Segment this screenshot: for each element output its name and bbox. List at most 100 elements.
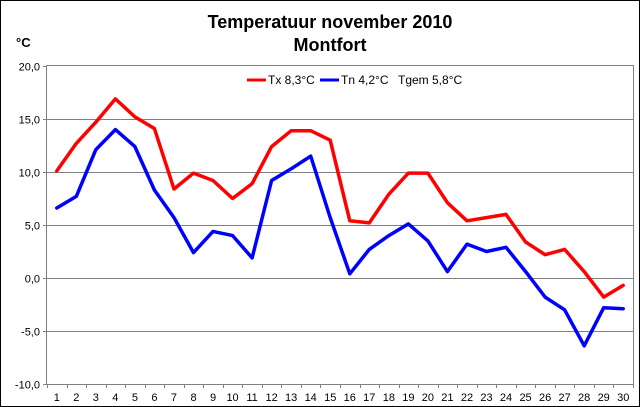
data-point-tx — [251, 182, 254, 185]
data-point-tx — [583, 270, 586, 273]
data-point-tx — [192, 172, 195, 175]
data-point-tn — [192, 251, 195, 254]
data-point-tx — [426, 172, 429, 175]
data-point-tx — [55, 169, 58, 172]
data-point-tx — [231, 197, 234, 200]
y-axis-unit-label: °C — [16, 35, 31, 50]
data-point-tx — [75, 142, 78, 145]
x-tick-label: 15 — [324, 392, 336, 404]
data-point-tx — [505, 213, 508, 216]
chart-title-line-1: Temperatuur november 2010 — [208, 12, 453, 32]
y-tick-label: -5,0 — [21, 327, 40, 339]
x-tick-label: 27 — [559, 392, 571, 404]
data-point-tx — [153, 127, 156, 130]
data-point-tx — [348, 219, 351, 222]
y-tick-label: 10,0 — [19, 168, 40, 180]
data-point-tn — [309, 155, 312, 158]
data-point-tx — [465, 219, 468, 222]
data-point-tx — [309, 129, 312, 132]
data-point-tn — [505, 246, 508, 249]
y-tick-label: -10,0 — [15, 380, 40, 392]
data-point-tn — [368, 248, 371, 251]
y-axis: 20,0 15,0 10,0 5,0 0,0 -5,0 -10,0 — [15, 62, 47, 392]
data-point-tn — [387, 234, 390, 237]
x-tick-label: 2 — [73, 392, 79, 404]
data-point-tn — [290, 167, 293, 170]
x-tick-label: 12 — [266, 392, 278, 404]
x-tick-label: 26 — [539, 392, 551, 404]
data-point-tx — [94, 121, 97, 124]
data-point-tx — [407, 172, 410, 175]
legend-label-tgem: Tgem 5,8°C — [398, 73, 462, 87]
data-point-tn — [329, 216, 332, 219]
data-point-tx — [368, 221, 371, 224]
data-point-tn — [524, 270, 527, 273]
x-tick-label: 7 — [171, 392, 177, 404]
x-tick-label: 13 — [285, 392, 297, 404]
data-point-tx — [485, 216, 488, 219]
data-point-tx — [114, 97, 117, 100]
data-point-tx — [290, 129, 293, 132]
data-point-tn — [75, 195, 78, 198]
data-point-tn — [465, 243, 468, 246]
legend: Tx 8,3°C Tn 4,2°C Tgem 5,8°C — [247, 73, 462, 87]
x-tick-label: 23 — [480, 392, 492, 404]
x-tick-label: 6 — [151, 392, 157, 404]
data-point-tn — [544, 296, 547, 299]
x-tick-label: 25 — [519, 392, 531, 404]
data-point-tn — [485, 250, 488, 253]
x-tick-label: 18 — [383, 392, 395, 404]
series-line-tn — [55, 127, 625, 348]
data-point-tn — [426, 239, 429, 242]
data-point-tn — [446, 270, 449, 273]
x-axis: 1 2 3 4 5 6 7 8 9 10 11 12 13 14 15 16 17 18 19 20 21 22 23 24 2… — [47, 384, 634, 404]
data-point-tn — [602, 306, 605, 309]
x-tick-label: 14 — [305, 392, 317, 404]
series-line-tx — [55, 97, 625, 299]
y-tick-label: 15,0 — [19, 115, 40, 127]
data-point-tx — [212, 179, 215, 182]
data-point-tn — [172, 216, 175, 219]
x-tick-label: 22 — [461, 392, 473, 404]
x-tick-label: 10 — [226, 392, 238, 404]
legend-label-tn: Tn 4,2°C — [341, 73, 389, 87]
data-point-tx — [329, 139, 332, 142]
data-point-tx — [270, 145, 273, 148]
x-tick-label: 17 — [363, 392, 375, 404]
x-tick-label: 8 — [190, 392, 196, 404]
data-point-tx — [172, 187, 175, 190]
y-tick-label: 20,0 — [19, 62, 40, 74]
data-point-tn — [212, 230, 215, 233]
x-tick-label: 29 — [598, 392, 610, 404]
data-point-tn — [583, 344, 586, 347]
x-tick-label: 24 — [500, 392, 512, 404]
x-tick-label: 19 — [402, 392, 414, 404]
data-point-tn — [563, 308, 566, 311]
data-point-tx — [602, 296, 605, 299]
chart-title-line-2: Montfort — [294, 35, 367, 55]
data-point-tn — [94, 148, 97, 151]
legend-label-tx: Tx 8,3°C — [268, 73, 315, 87]
data-point-tn — [251, 256, 254, 259]
data-point-tx — [387, 193, 390, 196]
data-point-tn — [622, 307, 625, 310]
x-tick-label: 5 — [132, 392, 138, 404]
y-tick-label: 5,0 — [25, 221, 40, 233]
x-tick-label: 1 — [54, 392, 60, 404]
x-tick-label: 30 — [617, 392, 629, 404]
x-tick-label: 4 — [112, 392, 118, 404]
data-point-tx — [544, 253, 547, 256]
data-point-tn — [55, 207, 58, 210]
data-point-tn — [407, 222, 410, 225]
data-point-tx — [563, 248, 566, 251]
x-tick-label: 20 — [422, 392, 434, 404]
data-point-tx — [446, 201, 449, 204]
data-point-tx — [133, 115, 136, 118]
x-tick-label: 21 — [441, 392, 453, 404]
data-point-tx — [622, 284, 625, 287]
data-point-tn — [231, 234, 234, 237]
data-point-tx — [524, 240, 527, 243]
x-tick-label: 3 — [93, 392, 99, 404]
